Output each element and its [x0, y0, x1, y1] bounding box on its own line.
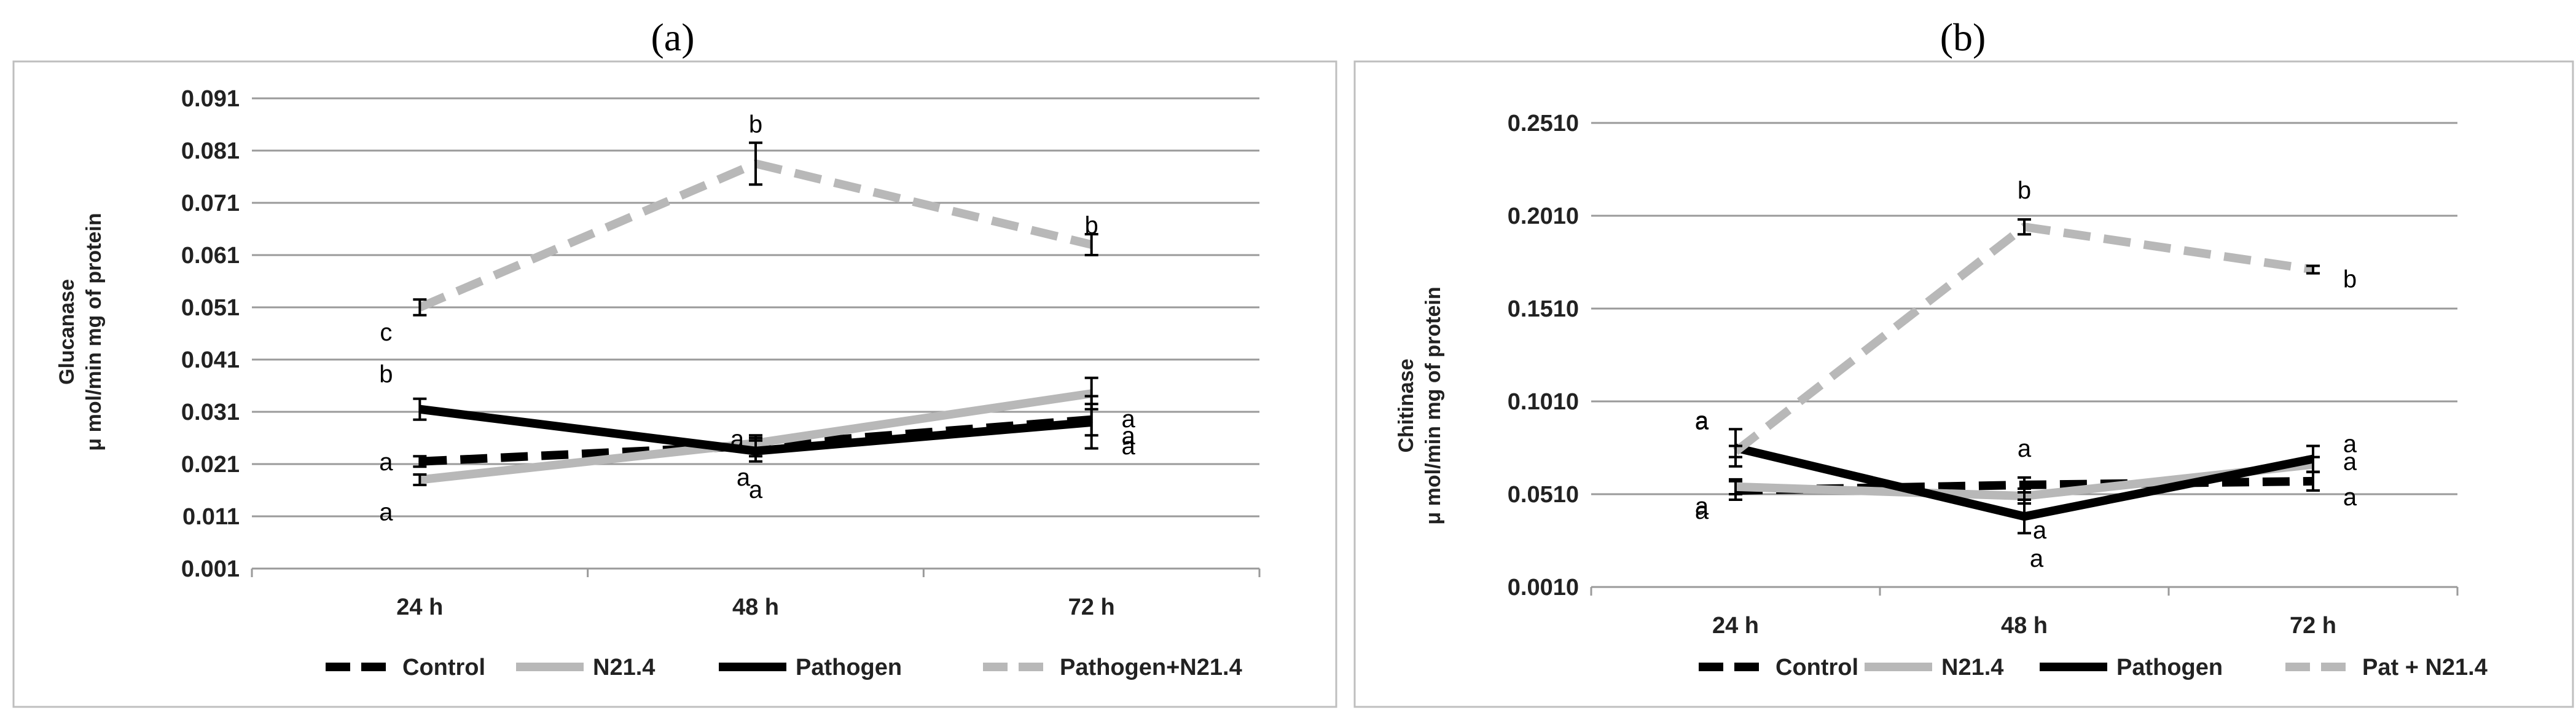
panel-label: (b): [1940, 15, 1986, 59]
legend-label: N21.4: [593, 655, 655, 680]
y-tick-label: 0.011: [182, 504, 240, 530]
x-tick-label: 72 h: [2290, 613, 2336, 639]
significance-label: b: [379, 361, 393, 388]
legend-label: Pathogen+N21.4: [1060, 655, 1242, 680]
x-tick-label: 24 h: [396, 594, 443, 620]
y-tick-label: 0.081: [181, 138, 240, 164]
y-axis-label: Glucanase μ mol/min mg of protein: [55, 213, 106, 451]
chart-panel-a: (a) 0.001 0.011 0.021 0.031 0.041 0.051 0.061 0.…: [12, 15, 1337, 708]
legend-label: Control: [402, 655, 485, 680]
significance-label: a: [2343, 431, 2357, 458]
y-tick-label: 0.2510: [1508, 111, 1579, 136]
y-tick-label: 0.2010: [1508, 203, 1579, 229]
significance-label: a: [1695, 497, 1709, 524]
y-axis-label-line2: μ mol/min mg of protein: [1422, 286, 1445, 524]
significance-label: a: [2343, 449, 2357, 476]
y-axis-label: Chitinase μ mol/min mg of protein: [1395, 286, 1445, 524]
y-tick-label: 0.021: [181, 452, 240, 478]
significance-label: a: [1695, 408, 1709, 435]
y-tick-label: 0.071: [181, 191, 240, 216]
chart-panel-b: (b) 0.0010 0.0510 0.1010 0.1510 0.2010 0.2510 2…: [1353, 15, 2574, 708]
significance-label: a: [1695, 493, 1709, 520]
y-axis-label-line1: Glucanase: [55, 279, 79, 385]
y-tick-label: 0.0510: [1508, 482, 1579, 508]
legend-label: Pat + N21.4: [2362, 655, 2488, 680]
significance-label: a: [1122, 422, 1136, 449]
legend-label: Control: [1775, 655, 1858, 680]
y-tick-label: 0.1010: [1508, 389, 1579, 415]
y-tick-label: 0.1510: [1508, 296, 1579, 322]
chart-frame: [1353, 60, 2574, 708]
panel-label: (a): [651, 15, 694, 59]
y-tick-label: 0.041: [181, 347, 240, 373]
y-tick-label: 0.051: [181, 295, 240, 321]
y-tick-label: 0.001: [181, 556, 240, 582]
legend-label: Pathogen: [796, 655, 902, 680]
x-tick-label: 48 h: [732, 594, 779, 620]
x-tick-label: 24 h: [1712, 613, 1759, 639]
significance-label: a: [1122, 433, 1136, 460]
significance-label: a: [2343, 484, 2357, 511]
y-axis-label-line1: Chitinase: [1395, 358, 1418, 452]
chart-frame: [12, 60, 1337, 708]
series-line-pat-n21-4: [1732, 223, 2314, 455]
significance-label: a: [2030, 545, 2044, 572]
significance-label: a: [749, 476, 763, 503]
significance-label: a: [379, 449, 393, 476]
x-tick-label: 48 h: [2001, 613, 2048, 639]
significance-label: a: [730, 425, 745, 452]
significance-label: a: [2033, 517, 2047, 544]
significance-label: a: [379, 499, 393, 526]
significance-label: a: [1122, 406, 1136, 433]
significance-label: b: [749, 111, 762, 138]
significance-label: b: [1085, 212, 1098, 239]
significance-label: a: [1695, 408, 1709, 435]
significance-label: b: [2343, 266, 2357, 293]
significance-label: b: [2018, 177, 2031, 204]
significance-label: a: [737, 464, 751, 491]
legend-label: N21.4: [1941, 655, 2003, 680]
x-tick-label: 72 h: [1068, 594, 1115, 620]
y-tick-label: 0.091: [181, 86, 240, 112]
significance-label: a: [2018, 435, 2032, 462]
legend-label: Pathogen: [2116, 655, 2223, 680]
y-tick-label: 0.0010: [1508, 575, 1579, 601]
significance-label: c: [380, 319, 392, 346]
y-axis-label-line2: μ mol/min mg of protein: [82, 213, 106, 451]
y-tick-label: 0.061: [181, 243, 240, 269]
y-tick-label: 0.031: [181, 400, 240, 425]
